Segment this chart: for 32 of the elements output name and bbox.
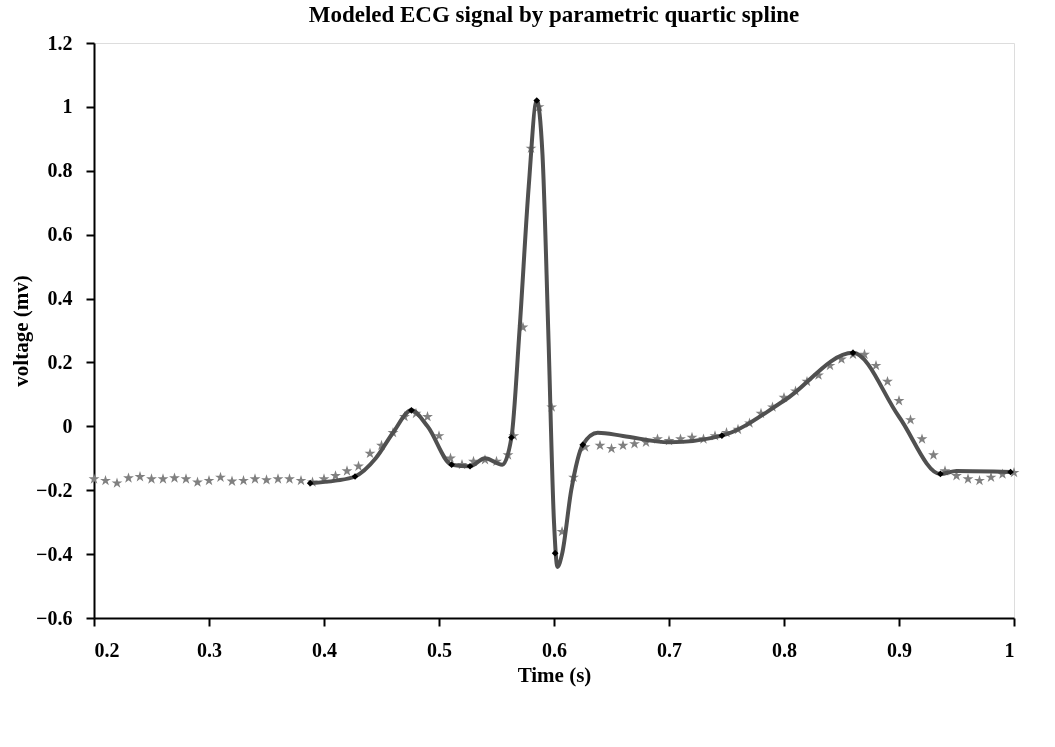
x-tick-label: 1 — [1004, 638, 1015, 661]
point — [579, 441, 587, 449]
y-tick-label: 0.6 — [47, 223, 73, 246]
x-tick-label: 0.2 — [94, 638, 120, 661]
y-tick-label: 0.2 — [47, 350, 73, 373]
x-tick-label: 0.9 — [887, 638, 912, 661]
x-tick-label: 0.5 — [427, 638, 452, 661]
x-axis-title: Time (s) — [517, 662, 592, 687]
point — [508, 434, 515, 441]
y-tick-label: −0.2 — [36, 478, 73, 501]
point — [718, 432, 726, 439]
point — [937, 470, 944, 478]
point — [306, 479, 314, 487]
point — [408, 407, 415, 414]
x-tick-label: 0.6 — [542, 638, 567, 661]
y-tick-label: 0 — [62, 414, 73, 437]
chart-title: Modeled ECG signal by parametric quartic spline — [308, 2, 800, 27]
x-tick-label: 0.3 — [197, 638, 222, 661]
y-tick-label: 1 — [62, 95, 73, 118]
y-axis-title: voltage (mv) — [9, 275, 34, 387]
y-tick-label: −0.6 — [36, 606, 73, 629]
y-tick-label: 1.2 — [47, 31, 73, 54]
x-tick-label: 0.8 — [772, 638, 797, 661]
point — [533, 97, 541, 104]
y-tick-label: 0.4 — [47, 287, 73, 310]
x-tick-label: 0.7 — [657, 638, 682, 661]
point — [551, 549, 559, 557]
point — [448, 461, 455, 469]
y-tick-label: 0.8 — [47, 159, 73, 182]
point — [466, 462, 474, 470]
y-tick-label: −0.4 — [36, 542, 73, 565]
x-tick-label: 0.4 — [312, 638, 337, 661]
